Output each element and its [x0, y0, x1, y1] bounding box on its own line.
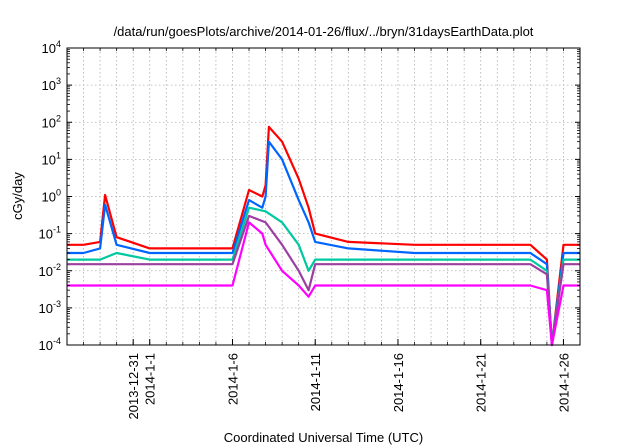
series-line-5 [67, 221, 580, 347]
y-tick-label: 10-1 [39, 225, 61, 242]
ticks: 10-4 10-3 10-2 10-1 100 101 102 103 104 2013-12-3… [39, 39, 581, 420]
x-tick-label: 2014-1-1 [143, 353, 158, 405]
series-line-3 [67, 206, 580, 347]
series-layer [67, 125, 580, 347]
y-tick-label: 100 [42, 188, 61, 205]
x-tick-label: 2014-1-26 [556, 353, 571, 412]
series-line-1 [67, 125, 580, 347]
x-tick-label: 2013-12-31 [126, 353, 141, 420]
y-tick-label: 101 [42, 150, 61, 167]
plot-frame [66, 47, 581, 346]
y-tick-label: 103 [42, 76, 61, 93]
y-tick-label: 104 [42, 39, 61, 56]
y-tick-label: 102 [42, 113, 61, 130]
series-line-4 [67, 214, 580, 347]
chart-title: /data/run/goesPlots/archive/2014-01-26/f… [114, 24, 534, 39]
x-tick-label: 2014-1-11 [308, 353, 323, 411]
x-tick-label: 2014-1-16 [391, 353, 406, 412]
y-axis-label: cGy/day [10, 172, 25, 220]
y-tick-label: 10-2 [39, 262, 61, 279]
series-line-2 [67, 140, 580, 347]
x-axis-label: Coordinated Universal Time (UTC) [224, 430, 423, 445]
x-tick-label: 2014-1-21 [474, 353, 489, 412]
y-tick-label: 10-3 [39, 299, 61, 316]
y-tick-label: 10-4 [39, 336, 61, 353]
x-tick-label: 2014-1-6 [225, 353, 240, 405]
grid [67, 48, 580, 345]
